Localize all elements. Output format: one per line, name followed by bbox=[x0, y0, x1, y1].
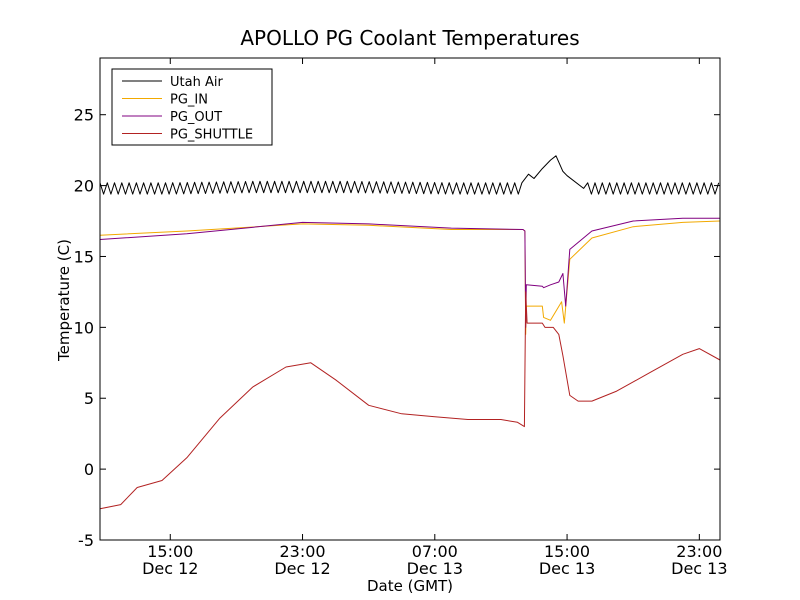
y-tick-label: 10 bbox=[74, 318, 94, 337]
x-tick-label-date: Dec 13 bbox=[671, 559, 727, 578]
plot-area bbox=[99, 155, 721, 510]
x-tick-label-time: 07:00 bbox=[412, 542, 458, 561]
legend: Utah Air PG_IN PG_OUT PG_SHUTTLE bbox=[111, 68, 273, 146]
y-tick-label: 0 bbox=[84, 460, 94, 479]
plot-frame bbox=[99, 57, 721, 541]
x-tick-label-time: 23:00 bbox=[279, 542, 325, 561]
x-tick-label-time: 15:00 bbox=[544, 542, 590, 561]
x-tick-label-date: Dec 12 bbox=[142, 559, 198, 578]
x-tick-label-time: 23:00 bbox=[676, 542, 722, 561]
x-tick-label-date: Dec 13 bbox=[407, 559, 463, 578]
chart-title: APOLLO PG Coolant Temperatures bbox=[240, 26, 579, 50]
y-tick-label: 20 bbox=[74, 177, 94, 196]
legend-label: PG_OUT bbox=[170, 110, 222, 125]
y-tick-label: 25 bbox=[74, 106, 94, 125]
y-tick-label: -5 bbox=[78, 531, 94, 550]
legend-label: PG_IN bbox=[170, 93, 208, 108]
y-axis-label: Temperature (C) bbox=[55, 239, 73, 362]
series-line-1 bbox=[99, 220, 721, 335]
series-line-0 bbox=[99, 155, 720, 195]
x-axis-label: Date (GMT) bbox=[367, 577, 453, 595]
legend-label: PG_SHUTTLE bbox=[170, 128, 253, 143]
series-line-2 bbox=[99, 217, 720, 328]
x-tick-label-date: Dec 13 bbox=[539, 559, 595, 578]
y-tick-label: 15 bbox=[74, 247, 94, 266]
y-axis: -5 0 5 10 15 20 25 bbox=[74, 106, 720, 550]
x-tick-label-date: Dec 12 bbox=[274, 559, 330, 578]
legend-label: Utah Air bbox=[170, 75, 223, 90]
series-line-3 bbox=[99, 291, 721, 510]
x-tick-label-time: 15:00 bbox=[147, 542, 193, 561]
y-tick-label: 5 bbox=[84, 389, 94, 408]
legend-box bbox=[111, 68, 273, 146]
